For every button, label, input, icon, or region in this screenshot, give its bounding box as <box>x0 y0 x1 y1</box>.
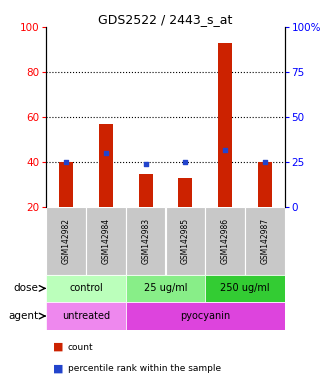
Point <box>183 159 188 166</box>
Bar <box>218 43 232 207</box>
Title: GDS2522 / 2443_s_at: GDS2522 / 2443_s_at <box>98 13 233 26</box>
Bar <box>205 275 285 302</box>
Bar <box>99 124 113 207</box>
Text: dose: dose <box>14 283 38 293</box>
Bar <box>258 162 272 207</box>
Text: pyocyanin: pyocyanin <box>180 311 230 321</box>
Bar <box>178 178 192 207</box>
Text: GSM142984: GSM142984 <box>101 218 111 264</box>
Text: GSM142986: GSM142986 <box>220 218 230 264</box>
Text: GSM142982: GSM142982 <box>62 218 71 264</box>
Text: ■: ■ <box>53 342 64 352</box>
Text: GSM142987: GSM142987 <box>260 218 269 264</box>
Text: GSM142983: GSM142983 <box>141 218 150 264</box>
Bar <box>126 302 285 330</box>
Bar <box>166 207 205 275</box>
Text: 25 ug/ml: 25 ug/ml <box>144 283 187 293</box>
Point <box>262 159 267 166</box>
Bar <box>59 162 73 207</box>
Bar <box>126 207 166 275</box>
Text: 250 ug/ml: 250 ug/ml <box>220 283 270 293</box>
Text: untreated: untreated <box>62 311 110 321</box>
Point <box>143 161 148 167</box>
Bar <box>245 207 285 275</box>
Point <box>222 147 228 153</box>
Bar <box>46 275 126 302</box>
Bar <box>46 207 86 275</box>
Text: control: control <box>69 283 103 293</box>
Text: ■: ■ <box>53 363 64 373</box>
Bar <box>205 207 245 275</box>
Point <box>64 159 69 166</box>
Point <box>103 150 109 156</box>
Bar <box>46 302 126 330</box>
Text: agent: agent <box>8 311 38 321</box>
Text: GSM142985: GSM142985 <box>181 218 190 264</box>
Text: percentile rank within the sample: percentile rank within the sample <box>68 364 221 373</box>
Bar <box>126 275 205 302</box>
Bar <box>86 207 126 275</box>
Text: count: count <box>68 343 93 352</box>
Bar <box>139 174 153 207</box>
